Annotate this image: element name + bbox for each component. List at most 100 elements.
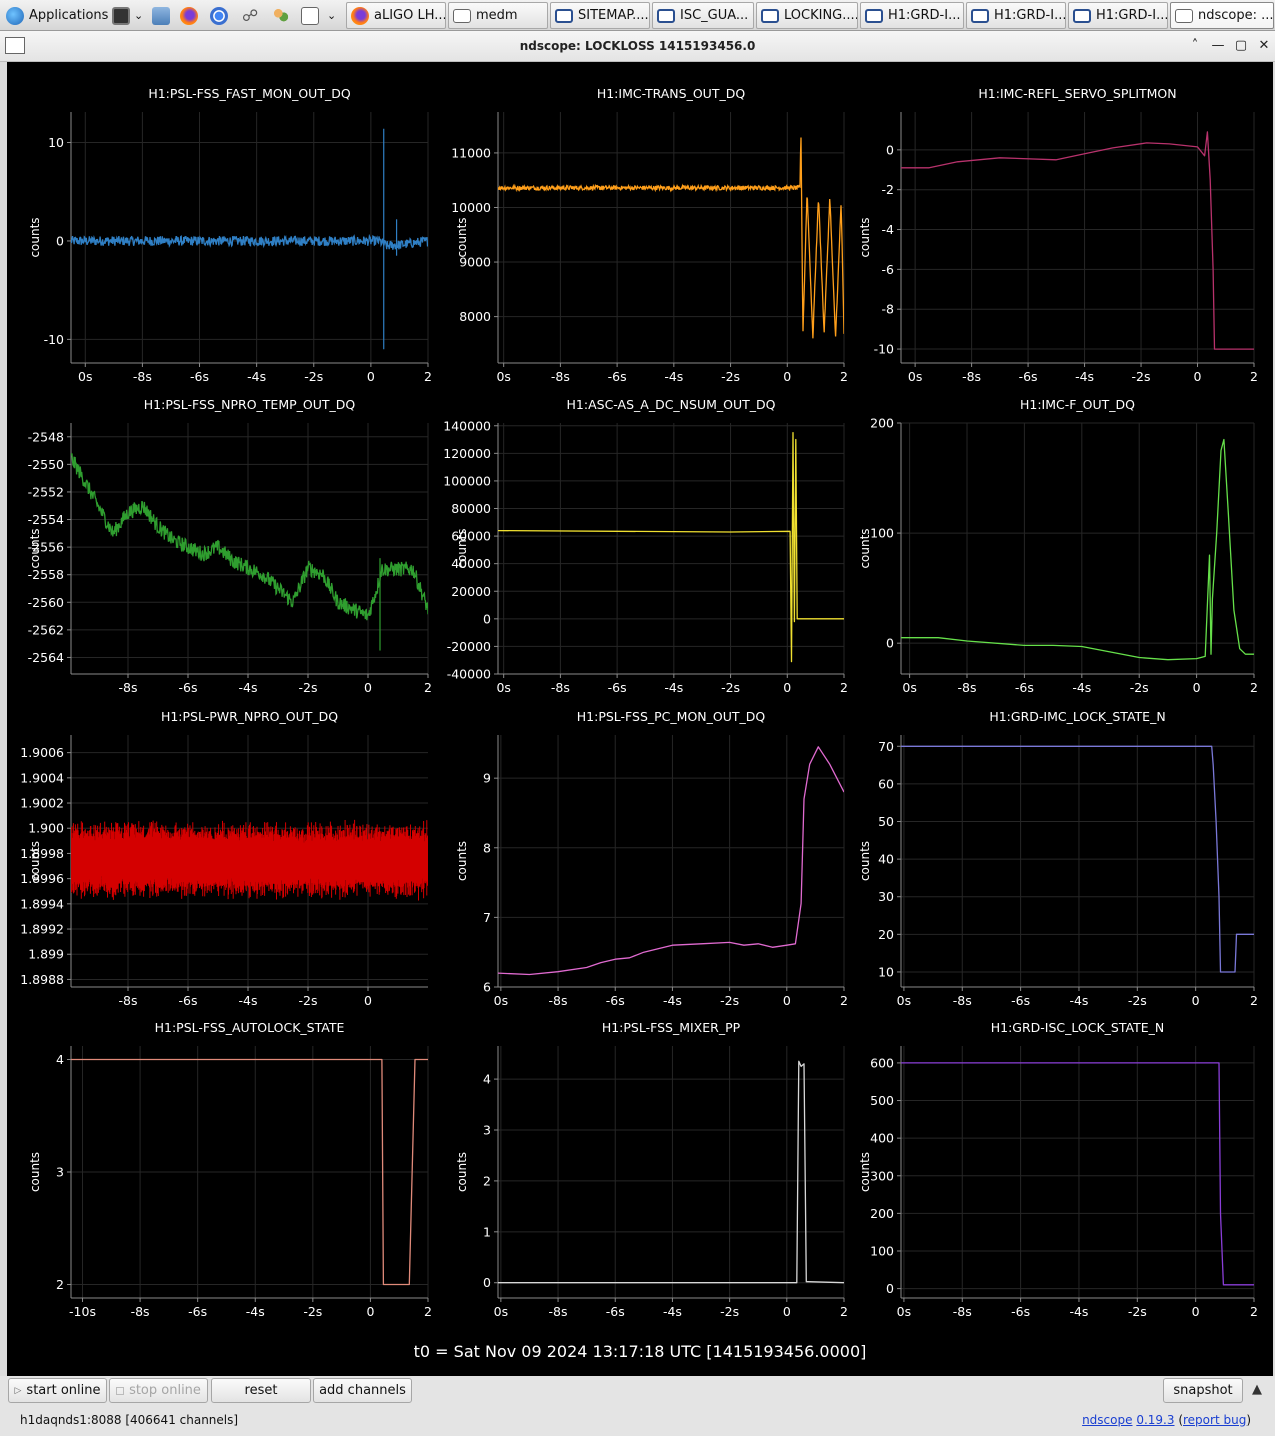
plot-title: H1:PSL-FSS_MIXER_PP (602, 1020, 741, 1035)
plot-title: H1:IMC-REFL_SERVO_SPLITMON (978, 86, 1176, 101)
reset-button[interactable]: reset (211, 1378, 311, 1403)
y-tick-label: 8 (483, 840, 491, 855)
x-tick-label: -4s (1075, 369, 1094, 384)
plot-panel[interactable]: H1:IMC-TRANS_OUT_DQ 11000 10000 9000 8000 0s -… (451, 86, 848, 384)
x-tick-label: -8s (962, 369, 981, 384)
chromium-launcher[interactable] (206, 2, 232, 29)
y-axis-label: counts (858, 528, 872, 568)
plot-title: H1:PSL-PWR_NPRO_OUT_DQ (161, 709, 338, 724)
taskbar-task[interactable]: H1:GRD-I... (966, 2, 1066, 29)
xfce-logo-icon (6, 6, 24, 25)
x-tick-label: 0s (494, 993, 508, 1008)
applications-menu[interactable]: Applications (2, 2, 108, 29)
x-tick-label: 0 (367, 369, 375, 384)
y-axis-label: counts (455, 1152, 469, 1192)
y-tick-label: 10000 (451, 200, 491, 215)
taskbar-task[interactable]: ndscope: ... (1170, 2, 1274, 29)
plot-title: H1:PSL-FSS_AUTOLOCK_STATE (155, 1020, 345, 1035)
plot-panel[interactable]: H1:ASC-AS_A_DC_NSUM_OUT_DQ 140000 120000 10… (443, 397, 848, 695)
y-tick-label: 20000 (451, 584, 491, 599)
ndscope-link[interactable]: ndscope (1082, 1413, 1133, 1427)
y-tick-label: -40000 (447, 667, 491, 682)
editor-launcher[interactable] (297, 2, 323, 29)
x-tick-label: -6s (1015, 680, 1034, 695)
plot-title: H1:PSL-FSS_PC_MON_OUT_DQ (577, 709, 766, 724)
x-tick-label: -8s (551, 680, 570, 695)
stop-online-button[interactable]: stop online (109, 1378, 208, 1403)
x-tick-label: 0 (1193, 680, 1201, 695)
x-tick-label: -8s (131, 1304, 150, 1319)
chevron-down-icon: ⌄ (134, 9, 144, 22)
launcher-dropdown[interactable]: ⌄ (130, 2, 148, 29)
plot-title: H1:IMC-TRANS_OUT_DQ (597, 86, 746, 101)
plot-panel[interactable]: H1:PSL-FSS_FAST_MON_OUT_DQ 10 0 -10 0s -8s -6s… (28, 86, 432, 384)
plot-panel[interactable]: H1:GRD-ISC_LOCK_STATE_N60050040030020010… (858, 1020, 1258, 1319)
taskbar-task[interactable]: H1:GRD-I... (860, 2, 964, 29)
x-tick-label: 2 (1250, 369, 1258, 384)
y-tick-label: 400 (870, 1131, 894, 1146)
plot-panel[interactable]: H1:PSL-FSS_NPRO_TEMP_OUT_DQ -2548 -2550 -25… (28, 397, 432, 695)
plot-panel[interactable]: H1:PSL-PWR_NPRO_OUT_DQ 1.9006 1.9004 1.9002… (20, 709, 428, 1008)
y-tick-label: 600 (870, 1055, 894, 1070)
taskbar-task[interactable]: LOCKING.... (756, 2, 858, 29)
shade-icon[interactable]: ˄ (1191, 38, 1199, 53)
y-tick-label: 1.9004 (20, 770, 64, 785)
x-tick-label: -6s (179, 680, 198, 695)
x-tick-label: -4s (239, 680, 258, 695)
x-tick-label: -8s (119, 993, 138, 1008)
terminal-launcher[interactable] (108, 2, 130, 29)
share-launcher[interactable]: ☍ (238, 2, 264, 29)
plot-data (71, 128, 428, 350)
y-tick-label: 0 (886, 142, 894, 157)
taskbar-task[interactable]: SITEMAP.... (550, 2, 650, 29)
monitor-icon (555, 8, 573, 23)
plot-panel[interactable]: H1:IMC-REFL_SERVO_SPLITMON 0 -2 -4 -6 -8 -10 0s… (858, 86, 1258, 384)
taskbar-task[interactable]: H1:GRD-I... (1068, 2, 1168, 29)
plot-data (901, 745, 1254, 973)
x-tick-label: 2 (840, 369, 848, 384)
x-tick-label: -2s (1128, 993, 1147, 1008)
start-online-button[interactable]: ▷ start online (8, 1378, 107, 1403)
series-line (498, 746, 844, 976)
plot-panel[interactable]: H1:IMC-F_OUT_DQ 200 100 0 0s -8s -6s -4s -2s 0 2 co… (858, 397, 1258, 695)
report-bug-link[interactable]: report bug (1183, 1413, 1247, 1427)
y-axis-label: counts (28, 217, 42, 257)
x-tick-label: 2 (1250, 1304, 1258, 1319)
files-launcher[interactable] (148, 2, 174, 29)
y-tick-label: -2550 (28, 457, 64, 472)
y-tick-label: 200 (870, 416, 894, 431)
taskbar-task[interactable]: medm (448, 2, 548, 29)
chromium-icon (210, 6, 228, 25)
minimize-icon[interactable]: — (1211, 38, 1225, 53)
editor-dropdown[interactable]: ⌄ (323, 2, 341, 29)
x-tick-label: -6s (1011, 1304, 1030, 1319)
close-icon[interactable]: ✕ (1258, 38, 1270, 53)
expand-toggle-icon[interactable]: ▲ (1252, 1382, 1262, 1397)
series-line (901, 438, 1254, 661)
folder-icon (152, 6, 170, 25)
maximize-icon[interactable]: ▢ (1234, 38, 1248, 53)
firefox-launcher[interactable] (176, 2, 202, 29)
y-tick-label: 200 (870, 1206, 894, 1221)
window-titlebar[interactable]: ndscope: LOCKLOSS 1415193456.0 ˄ — ▢ ✕ (0, 31, 1275, 62)
add-channels-button[interactable]: add channels (313, 1378, 412, 1403)
x-tick-label: -4s (664, 680, 683, 695)
taskbar-task[interactable]: ISC_GUA... (652, 2, 754, 29)
x-tick-label: -6s (188, 1304, 207, 1319)
taskbar-task[interactable]: aLIGO LH... (346, 2, 446, 29)
window-menu-icon[interactable] (5, 37, 25, 54)
users-launcher[interactable] (268, 2, 294, 29)
plot-panel[interactable]: H1:PSL-FSS_PC_MON_OUT_DQ 9 8 7 60s -8s -6s -4s -… (455, 709, 848, 1008)
x-tick-label: 0 (366, 1304, 374, 1319)
y-tick-label: 7 (483, 910, 491, 925)
y-tick-label: -2548 (28, 429, 64, 444)
plot-panel[interactable]: H1:PSL-FSS_AUTOLOCK_STATE 4 3 2 -10s -8s -6s -4… (28, 1020, 432, 1319)
y-tick-label: 1.8992 (20, 922, 64, 937)
x-tick-label: -4s (239, 993, 258, 1008)
series-line (71, 452, 428, 621)
snapshot-button[interactable]: snapshot (1163, 1378, 1243, 1403)
version-link[interactable]: 0.19.3 (1136, 1413, 1175, 1427)
